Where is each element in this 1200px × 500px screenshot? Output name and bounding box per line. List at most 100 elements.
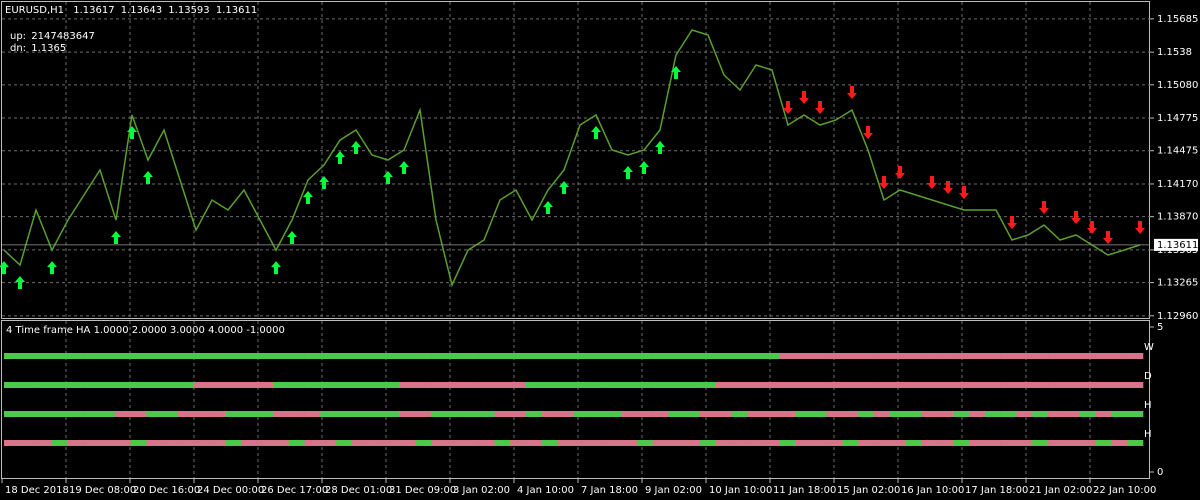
- state-segment: [1095, 353, 1112, 359]
- buy-arrow: [543, 200, 553, 214]
- state-segment: [146, 411, 163, 417]
- state-segment: [715, 353, 732, 359]
- state-segment: [352, 440, 369, 446]
- state-segment: [462, 411, 479, 417]
- state-segment: [684, 411, 701, 417]
- buy-arrow: [655, 141, 665, 155]
- state-segment: [826, 353, 843, 359]
- info-up: up: 2147483647: [10, 31, 95, 42]
- state-segment: [178, 411, 195, 417]
- sell-arrow: [1103, 231, 1113, 245]
- indicator-panel-frame: [1, 320, 1150, 479]
- state-segment: [700, 440, 717, 446]
- state-segment: [146, 382, 163, 388]
- state-segment: [1063, 382, 1081, 388]
- state-segment: [605, 440, 622, 446]
- state-segment: [19, 411, 36, 417]
- state-segment: [842, 382, 859, 388]
- state-segment: [858, 382, 875, 388]
- state-segment: [462, 353, 479, 359]
- state-segment: [652, 440, 669, 446]
- state-segment: [67, 382, 84, 388]
- state-segment: [858, 353, 875, 359]
- y-tick-label: 1.14475: [1157, 146, 1198, 157]
- state-segment: [510, 411, 527, 417]
- state-segment: [19, 440, 36, 446]
- state-segment: [178, 353, 195, 359]
- state-segment: [4, 411, 21, 417]
- buy-arrow: [287, 231, 297, 245]
- x-tick-label: 31 Dec 09:00: [389, 485, 456, 496]
- indicator-row: [4, 411, 1144, 417]
- state-segment: [1032, 382, 1049, 388]
- state-segment: [953, 411, 970, 417]
- state-segment: [905, 440, 922, 446]
- state-segment: [715, 411, 732, 417]
- chart-header: EURUSD,H1 1.13617 1.13643 1.13593 1.1361…: [5, 5, 257, 16]
- state-segment: [352, 382, 369, 388]
- state-segment: [684, 440, 701, 446]
- state-segment: [67, 353, 84, 359]
- state-segment: [1079, 382, 1096, 388]
- state-segment: [889, 440, 907, 446]
- y-tick-label: 1.13870: [1157, 212, 1198, 223]
- state-segment: [636, 353, 653, 359]
- state-segment: [874, 353, 891, 359]
- state-segment: [67, 440, 84, 446]
- state-segment: [826, 411, 843, 417]
- sell-arrow: [783, 101, 793, 115]
- state-segment: [905, 411, 922, 417]
- state-segment: [763, 440, 780, 446]
- sell-arrow: [847, 85, 857, 99]
- state-segment: [763, 353, 780, 359]
- state-segment: [162, 440, 179, 446]
- state-segment: [209, 353, 226, 359]
- state-segment: [304, 411, 321, 417]
- x-tick-label: 3 Jan 02:00: [453, 485, 510, 496]
- buy-arrow: [47, 261, 57, 275]
- state-segment: [130, 411, 147, 417]
- state-segment: [288, 411, 305, 417]
- state-segment: [541, 353, 558, 359]
- state-segment: [225, 353, 242, 359]
- state-segment: [51, 411, 68, 417]
- state-segment: [4, 353, 21, 359]
- x-tick-label: 21 Jan 02:00: [1029, 485, 1092, 496]
- state-segment: [668, 411, 685, 417]
- state-segment: [652, 411, 669, 417]
- state-segment: [241, 411, 258, 417]
- y-tick-label: 1.15685: [1157, 14, 1198, 25]
- state-segment: [905, 353, 922, 359]
- state-segment: [67, 411, 84, 417]
- last-price-label: 1.13611: [1157, 240, 1198, 251]
- state-segment: [98, 440, 116, 446]
- state-segment: [1127, 353, 1144, 359]
- state-segment: [763, 411, 780, 417]
- state-segment: [320, 382, 337, 388]
- state-segment: [779, 382, 796, 388]
- state-segment: [98, 411, 116, 417]
- state-segment: [415, 353, 432, 359]
- buy-arrow: [591, 125, 601, 139]
- state-segment: [288, 382, 305, 388]
- state-segment: [937, 440, 954, 446]
- buy-arrow: [303, 191, 313, 205]
- state-segment: [399, 353, 416, 359]
- state-segment: [98, 382, 116, 388]
- state-segment: [446, 353, 464, 359]
- state-segment: [114, 411, 131, 417]
- x-tick-label: 7 Jan 18:00: [581, 485, 638, 496]
- x-tick-label: 20 Dec 16:00: [133, 485, 200, 496]
- state-segment: [731, 353, 748, 359]
- state-segment: [953, 440, 970, 446]
- sell-arrow: [863, 125, 873, 139]
- state-segment: [526, 353, 543, 359]
- state-segment: [130, 440, 147, 446]
- x-tick-label: 24 Dec 00:00: [197, 485, 264, 496]
- sell-arrow: [1135, 220, 1145, 234]
- state-segment: [367, 382, 384, 388]
- state-segment: [510, 382, 527, 388]
- info-value: 2147483647: [31, 31, 95, 42]
- state-segment: [1079, 353, 1096, 359]
- state-segment: [383, 440, 400, 446]
